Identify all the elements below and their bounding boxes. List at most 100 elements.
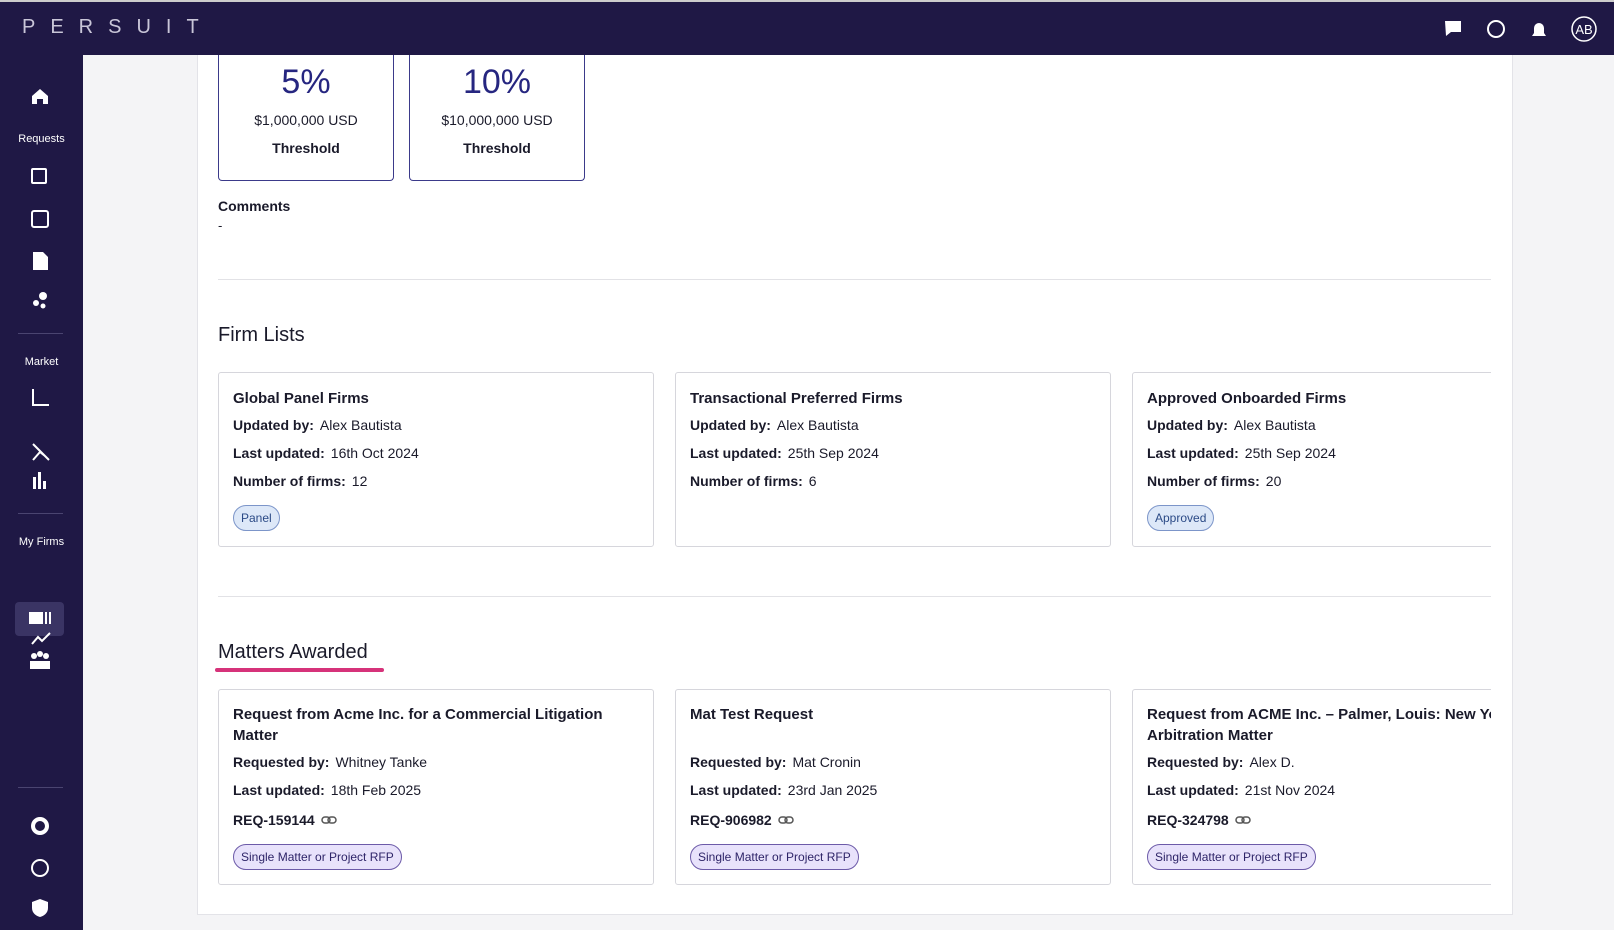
section-label: Market [24, 356, 59, 368]
field-row: Last updated: 21st Nov 2024 [1147, 782, 1335, 798]
field-value: 18th Feb 2025 [330, 782, 422, 798]
field-row: Last updated: 18th Feb 2025 [233, 782, 421, 798]
field-label: Last updated: [233, 445, 325, 461]
threshold-card: 10% $10,000,000 USD Threshold [409, 55, 585, 181]
new-request-icon[interactable] [31, 168, 47, 184]
card[interactable]: Global Panel Firms Updated by: Alex Bautis… [218, 372, 654, 547]
card-title: Request from ACME Inc. – Palmer, Louis: … [1147, 706, 1491, 744]
document-icon[interactable] [33, 252, 48, 270]
insights-icon[interactable] [32, 443, 50, 461]
field-value: Alex Bautista [319, 417, 402, 433]
threshold-amount: $10,000,000 USD [441, 112, 553, 128]
top-bar: PERSUIT AB [0, 0, 1614, 55]
field-row: Number of firms: 12 [233, 473, 367, 489]
field-label: Last updated: [233, 782, 325, 798]
divider [218, 596, 1491, 597]
teams-icon[interactable] [30, 661, 50, 669]
field-label: Requested by: [1147, 754, 1244, 770]
settings-icon[interactable] [31, 817, 49, 835]
card[interactable]: Request from ACME Inc. – Palmer, Louis: … [1132, 689, 1491, 885]
link-icon[interactable] [320, 815, 337, 825]
section-title: Matters Awarded [218, 641, 368, 663]
link-icon[interactable] [777, 815, 794, 825]
analytics-icon[interactable] [32, 389, 49, 406]
link-icon[interactable] [1234, 815, 1251, 825]
threshold-label: Threshold [272, 140, 340, 156]
field-value: 6 [808, 473, 817, 489]
firm-list-cards: Global Panel Firms Updated by: Alex Bautis… [218, 372, 1491, 548]
card[interactable]: Request from Acme Inc. for a Commercial … [218, 689, 654, 885]
billing-icon[interactable] [31, 210, 49, 228]
bell-icon[interactable] [1532, 23, 1546, 36]
security-icon[interactable] [32, 899, 48, 917]
field-value: 25th Sep 2024 [1244, 445, 1336, 461]
card-title: Request from Acme Inc. for a Commercial … [233, 706, 603, 744]
field-value: Whitney Tanke [335, 754, 428, 770]
field-label: Updated by: [233, 417, 314, 433]
tag: Panel [233, 505, 280, 531]
field-row: Number of firms: 20 [1147, 473, 1281, 489]
tag: Single Matter or Project RFP [1147, 844, 1316, 870]
field-value: 20 [1265, 473, 1282, 489]
chart-icon[interactable] [33, 477, 36, 489]
field-value: 23rd Jan 2025 [787, 782, 878, 798]
field-value: Mat Cronin [792, 754, 861, 770]
comments-label: Comments [218, 198, 291, 214]
reference-row: REQ-324798 [1147, 812, 1251, 828]
field-value: 25th Sep 2024 [787, 445, 879, 461]
card[interactable]: Mat Test Request Requested by: Mat Cronin L… [675, 689, 1111, 885]
brand[interactable]: PERSUIT [22, 16, 214, 38]
request-id[interactable]: REQ-324798 [1147, 812, 1229, 828]
divider [18, 513, 63, 514]
field-label: Number of firms: [690, 473, 803, 489]
field-label: Number of firms: [1147, 473, 1260, 489]
avatar-text: AB [1575, 22, 1592, 37]
threshold-amount: $1,000,000 USD [254, 112, 358, 128]
field-row: Updated by: Alex Bautista [233, 417, 402, 433]
field-value: 21st Nov 2024 [1244, 782, 1336, 798]
help-icon[interactable] [31, 859, 49, 877]
nav-icons [29, 89, 51, 917]
firms-icon[interactable] [29, 612, 43, 624]
field-row: Requested by: Mat Cronin [690, 754, 861, 770]
avatar[interactable] [1571, 16, 1597, 42]
field-value: Alex D. [1249, 754, 1295, 770]
help-icon[interactable] [1487, 20, 1505, 38]
field-label: Requested by: [233, 754, 330, 770]
card[interactable]: Transactional Preferred Firms Updated by:… [675, 372, 1111, 547]
field-row: Requested by: Alex D. [1147, 754, 1295, 770]
request-id[interactable]: REQ-906982 [690, 812, 772, 828]
field-row: Last updated: 25th Sep 2024 [1147, 445, 1336, 461]
card-title: Mat Test Request [690, 706, 814, 723]
home-icon[interactable] [32, 89, 48, 104]
section-label: My Firms [18, 536, 65, 548]
card-title: Global Panel Firms [233, 390, 369, 407]
field-value: 12 [351, 473, 368, 489]
messages-icon[interactable] [1445, 21, 1461, 36]
section-label: Requests [18, 133, 65, 145]
performance-icon[interactable] [31, 632, 51, 645]
field-label: Updated by: [1147, 417, 1228, 433]
field-row: Requested by: Whitney Tanke [233, 754, 427, 770]
field-label: Requested by: [690, 754, 787, 770]
field-label: Updated by: [690, 417, 771, 433]
field-label: Last updated: [690, 445, 782, 461]
reference-row: REQ-159144 [233, 812, 337, 828]
field-label: Last updated: [1147, 445, 1239, 461]
request-id[interactable]: REQ-159144 [233, 812, 315, 828]
threshold-card: 5% $1,000,000 USD Threshold [218, 55, 394, 181]
card-title: Transactional Preferred Firms [690, 390, 903, 407]
divider [218, 279, 1491, 280]
field-value: Alex Bautista [776, 417, 859, 433]
threshold-label: Threshold [463, 140, 531, 156]
divider [18, 787, 63, 788]
top-icons: AB [1445, 16, 1597, 42]
field-value: 16th Oct 2024 [330, 445, 419, 461]
tag: Single Matter or Project RFP [233, 844, 402, 870]
section-title: Firm Lists [218, 324, 305, 346]
card[interactable]: Approved Onboarded Firms Updated by: Alex … [1132, 372, 1491, 547]
field-row: Last updated: 23rd Jan 2025 [690, 782, 877, 798]
reference-row: REQ-906982 [690, 812, 794, 828]
network-icon[interactable] [39, 292, 47, 300]
